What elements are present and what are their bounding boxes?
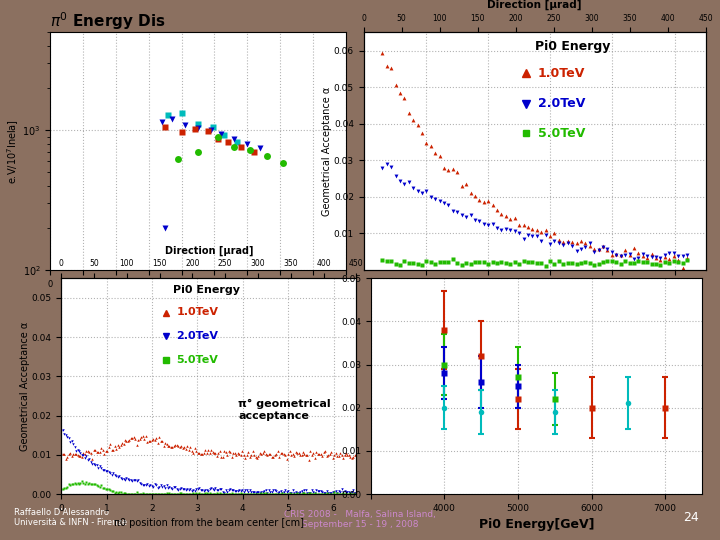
Text: 1.0TeV: 1.0TeV bbox=[176, 307, 218, 318]
Text: $\pi^0$ Energy Dis: $\pi^0$ Energy Dis bbox=[50, 10, 166, 32]
Text: Pi0 Energy: Pi0 Energy bbox=[534, 39, 610, 52]
Y-axis label: Geometrical Acceptance α: Geometrical Acceptance α bbox=[323, 86, 333, 216]
X-axis label: Direction [μrad]: Direction [μrad] bbox=[165, 246, 253, 256]
Text: 1.0TeV: 1.0TeV bbox=[538, 67, 585, 80]
Text: 5.0TeV: 5.0TeV bbox=[176, 355, 218, 365]
X-axis label: Direction [μrad]: Direction [μrad] bbox=[159, 294, 237, 304]
Text: Pi0 Energy: Pi0 Energy bbox=[174, 285, 240, 295]
Text: 5.0TeV: 5.0TeV bbox=[538, 127, 585, 140]
X-axis label: Pi0 Energy[GeV]: Pi0 Energy[GeV] bbox=[479, 518, 594, 531]
Y-axis label: Geometrical Acceptance α: Geometrical Acceptance α bbox=[20, 321, 30, 451]
X-axis label: π0 position from the beam center [cm]: π0 position from the beam center [cm] bbox=[440, 294, 629, 304]
Text: 24: 24 bbox=[683, 511, 698, 524]
Text: 2.0TeV: 2.0TeV bbox=[176, 331, 218, 341]
Y-axis label: e.V/10$^7$Inela]: e.V/10$^7$Inela] bbox=[5, 119, 21, 184]
Text: CRIS 2008 -   Malfa, Salina Island,
September 15 - 19 , 2008: CRIS 2008 - Malfa, Salina Island, Septem… bbox=[284, 510, 436, 529]
Text: Raffaello D'Alessandro
Università & INFN - Firenze: Raffaello D'Alessandro Università & INFN… bbox=[14, 508, 127, 528]
X-axis label: π0 position from the beam center [cm]: π0 position from the beam center [cm] bbox=[114, 518, 304, 528]
Text: 2.0TeV: 2.0TeV bbox=[538, 97, 585, 110]
X-axis label: Direction [μrad]: Direction [μrad] bbox=[487, 0, 582, 10]
Text: π° geometrical
acceptance: π° geometrical acceptance bbox=[238, 399, 331, 421]
